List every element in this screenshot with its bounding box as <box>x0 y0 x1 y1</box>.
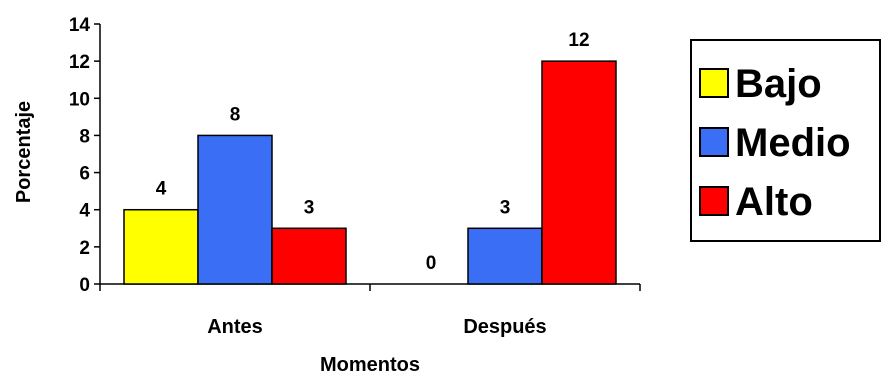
y-tick-label: 4 <box>79 201 90 222</box>
x-axis-title: Momentos <box>320 354 420 376</box>
data-labels: 4 8 3 0 3 12 <box>156 30 590 274</box>
legend: Bajo Medio Alto <box>690 39 881 242</box>
legend-label: Medio <box>735 121 851 165</box>
legend-swatch-alto <box>699 186 729 216</box>
y-tick-label: 14 <box>69 15 91 36</box>
bar-alto-1 <box>541 60 617 285</box>
legend-swatch-bajo <box>699 68 729 98</box>
bar-bajo-0 <box>123 208 199 285</box>
x-axis: Antes Después <box>99 283 641 338</box>
y-tick-label: 2 <box>79 238 90 259</box>
data-label: 8 <box>230 104 241 125</box>
data-label: 4 <box>156 179 167 200</box>
bar-medio-0 <box>197 134 273 285</box>
y-tick-label: 10 <box>69 89 90 110</box>
y-tick-label: 0 <box>79 275 90 296</box>
legend-swatch-medio <box>699 127 729 157</box>
data-label: 3 <box>304 197 315 218</box>
y-tick-label: 6 <box>79 164 90 185</box>
data-label: 12 <box>568 30 589 51</box>
data-label: 0 <box>426 253 437 274</box>
bars <box>123 60 617 285</box>
y-tick-label: 8 <box>79 126 90 147</box>
legend-label: Alto <box>735 180 813 224</box>
bar-alto-0 <box>271 227 347 285</box>
y-tick-label: 12 <box>69 52 90 73</box>
x-tick-label: Antes <box>207 316 263 338</box>
bar-medio-1 <box>467 227 543 285</box>
x-tick-label: Después <box>463 316 546 338</box>
legend-label: Bajo <box>735 62 822 106</box>
data-label: 3 <box>500 197 511 218</box>
y-axis-title: Porcentaje <box>13 101 35 203</box>
y-axis: 0 2 4 6 8 10 12 14 <box>69 15 101 296</box>
